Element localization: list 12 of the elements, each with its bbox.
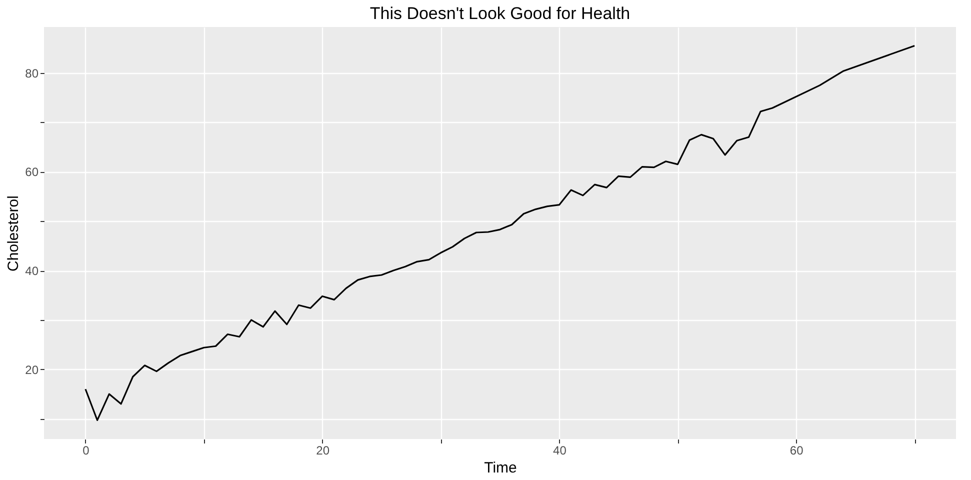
y-tick-label: 60 bbox=[25, 165, 39, 180]
y-tick-label: 20 bbox=[25, 362, 39, 377]
x-tick-label: 60 bbox=[790, 444, 804, 458]
x-tick-label: 40 bbox=[553, 444, 567, 458]
x-axis-title: Time bbox=[484, 460, 517, 476]
x-tick-label: 20 bbox=[316, 444, 330, 458]
line-series bbox=[84, 44, 916, 422]
y-axis-title: Cholesterol bbox=[5, 196, 22, 272]
chart-title: This Doesn't Look Good for Health bbox=[370, 4, 630, 23]
x-tick-label: 0 bbox=[82, 444, 90, 458]
y-tick-label: 40 bbox=[25, 264, 39, 278]
y-tick-label: 80 bbox=[25, 66, 39, 80]
